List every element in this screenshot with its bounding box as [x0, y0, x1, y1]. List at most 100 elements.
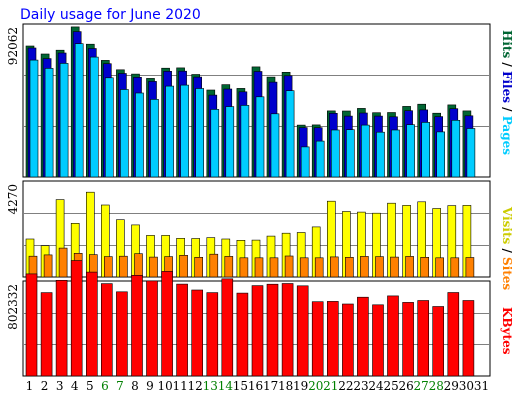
bar-bottom-kbytes-19 — [296, 285, 309, 377]
bar-middle-sites-26 — [405, 256, 414, 278]
bar-top-pages-22 — [346, 129, 355, 178]
bar-top-pages-16 — [255, 96, 265, 178]
bar-bottom-kbytes-12 — [191, 289, 203, 377]
x-label-day-29: 29 — [444, 379, 459, 393]
bar-middle-sites-28 — [435, 257, 445, 278]
bar-top-pages-8 — [135, 92, 144, 178]
bar-top-pages-15 — [240, 105, 250, 178]
bar-bottom-kbytes-9 — [146, 280, 158, 377]
legend-top: Hits / Files / Pages — [500, 30, 512, 155]
bar-bottom-kbytes-11 — [176, 283, 188, 377]
bar-middle-sites-30 — [465, 257, 475, 278]
legend-item-top-2: Files — [500, 71, 512, 103]
bar-top-pages-9 — [150, 99, 159, 178]
bar-bottom-kbytes-5 — [86, 271, 98, 377]
legend-item-middle-0: Visits — [500, 206, 512, 245]
bar-middle-sites-23 — [360, 256, 369, 278]
x-label-day-27: 27 — [414, 379, 429, 393]
x-label-day-8: 8 — [131, 379, 139, 393]
bar-top-pages-26 — [406, 124, 415, 178]
legend-item-top-4: Pages — [500, 116, 512, 156]
bar-top-pages-25 — [391, 129, 400, 178]
legend-item-middle-1: / — [500, 244, 512, 257]
bar-bottom-kbytes-3 — [55, 279, 68, 377]
bar-top-pages-29 — [451, 120, 461, 178]
bar-top-pages-21 — [330, 129, 340, 178]
bar-bottom-kbytes-13 — [206, 292, 219, 377]
bar-middle-sites-25 — [390, 256, 399, 278]
x-label-day-30: 30 — [459, 379, 474, 393]
x-label-day-15: 15 — [233, 379, 248, 393]
bar-bottom-kbytes-20 — [311, 301, 324, 377]
x-label-day-18: 18 — [278, 379, 293, 393]
bar-bottom-kbytes-10 — [161, 271, 173, 377]
x-label-day-7: 7 — [116, 379, 124, 393]
bar-top-pages-20 — [315, 140, 325, 178]
bar-top-pages-11 — [180, 84, 189, 178]
bar-top-pages-10 — [165, 85, 174, 178]
bar-top-pages-12 — [195, 88, 204, 178]
x-label-day-14: 14 — [218, 379, 234, 393]
x-label-day-12: 12 — [188, 379, 203, 393]
bar-bottom-kbytes-14 — [221, 278, 234, 377]
max-label-bottom: 802332 — [6, 284, 20, 330]
legend-bottom: KBytes — [500, 307, 512, 355]
x-label-day-19: 19 — [293, 379, 308, 393]
bar-top-pages-19 — [300, 146, 310, 178]
bar-middle-sites-9 — [149, 256, 158, 278]
bar-top-pages-2 — [44, 68, 54, 178]
bar-middle-sites-15 — [239, 257, 249, 278]
legend-middle: Visits / Sites — [500, 206, 512, 290]
bar-bottom-kbytes-4 — [70, 260, 83, 377]
bar-top-pages-30 — [466, 128, 476, 178]
x-label-day-5: 5 — [86, 379, 94, 393]
bar-middle-sites-3 — [58, 247, 68, 278]
chart-title: Daily usage for June 2020 — [20, 7, 201, 23]
bar-bottom-kbytes-16 — [251, 285, 264, 377]
bar-middle-sites-18 — [284, 255, 294, 278]
bar-bottom-kbytes-7 — [116, 291, 128, 377]
bar-bottom-kbytes-29 — [447, 292, 460, 377]
bar-bottom-kbytes-23 — [357, 296, 369, 377]
x-label-day-3: 3 — [56, 379, 64, 393]
bar-bottom-kbytes-18 — [281, 283, 294, 377]
bar-middle-sites-2 — [43, 254, 53, 278]
x-label-day-28: 28 — [429, 379, 444, 393]
bar-top-pages-18 — [285, 90, 295, 178]
bar-middle-sites-7 — [119, 255, 128, 278]
bar-top-pages-5 — [90, 56, 99, 178]
bar-middle-sites-8 — [134, 253, 143, 278]
x-label-day-1: 1 — [26, 379, 34, 393]
x-label-day-20: 20 — [308, 379, 323, 393]
x-label-day-13: 13 — [203, 379, 218, 393]
x-label-day-9: 9 — [146, 379, 154, 393]
bar-middle-sites-27 — [420, 256, 430, 278]
bar-middle-sites-12 — [194, 256, 203, 278]
bar-bottom-kbytes-15 — [236, 292, 249, 377]
bar-bottom-kbytes-8 — [131, 274, 143, 377]
bar-middle-sites-14 — [224, 256, 234, 278]
bar-middle-sites-17 — [269, 257, 279, 278]
bar-bottom-kbytes-28 — [432, 306, 445, 377]
x-label-day-2: 2 — [41, 379, 49, 393]
x-label-day-11: 11 — [173, 379, 188, 393]
bar-bottom-kbytes-26 — [402, 302, 414, 377]
bar-bottom-kbytes-27 — [417, 300, 430, 377]
legend-item-middle-2: Sites — [500, 257, 512, 290]
bar-middle-sites-24 — [375, 256, 384, 278]
bar-middle-sites-20 — [314, 257, 324, 278]
bar-top-pages-17 — [270, 113, 280, 178]
bar-top-pages-1 — [29, 59, 39, 178]
bar-top-pages-24 — [376, 131, 385, 178]
max-label-middle: 4270 — [6, 184, 20, 215]
legend-item-bottom-0: KBytes — [500, 307, 512, 355]
bar-bottom-kbytes-17 — [266, 283, 279, 377]
bar-top-pages-7 — [120, 89, 129, 178]
bar-top-pages-3 — [59, 63, 69, 178]
bar-bottom-kbytes-2 — [40, 292, 53, 377]
bar-bottom-kbytes-1 — [25, 273, 38, 377]
bar-bottom-kbytes-25 — [387, 295, 399, 377]
bar-middle-sites-19 — [299, 257, 309, 278]
